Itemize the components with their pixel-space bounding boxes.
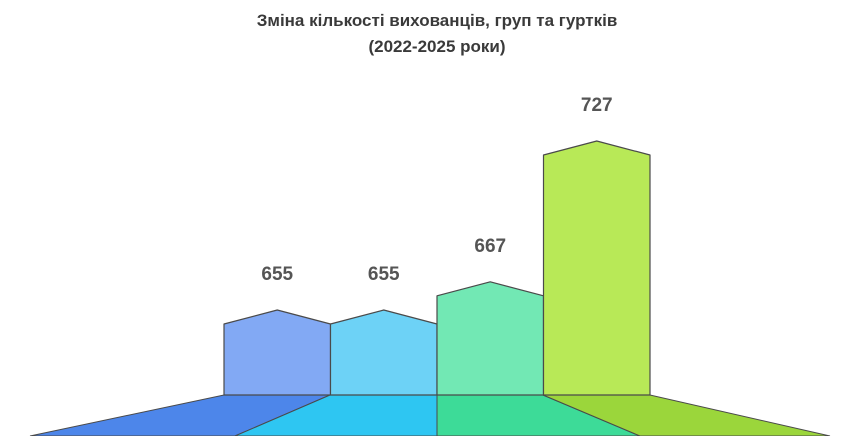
chart-title: Зміна кількості вихованців, груп та гурт… <box>257 11 618 30</box>
chart-subtitle: (2022-2025 роки) <box>368 37 505 56</box>
value-label: 667 <box>474 236 506 257</box>
value-label: 655 <box>368 264 400 285</box>
floor <box>29 394 831 436</box>
value-label: 727 <box>581 95 613 116</box>
bar <box>436 281 545 396</box>
bar <box>329 309 438 396</box>
bar <box>542 140 651 396</box>
bar <box>223 309 332 396</box>
value-label: 655 <box>261 264 293 285</box>
